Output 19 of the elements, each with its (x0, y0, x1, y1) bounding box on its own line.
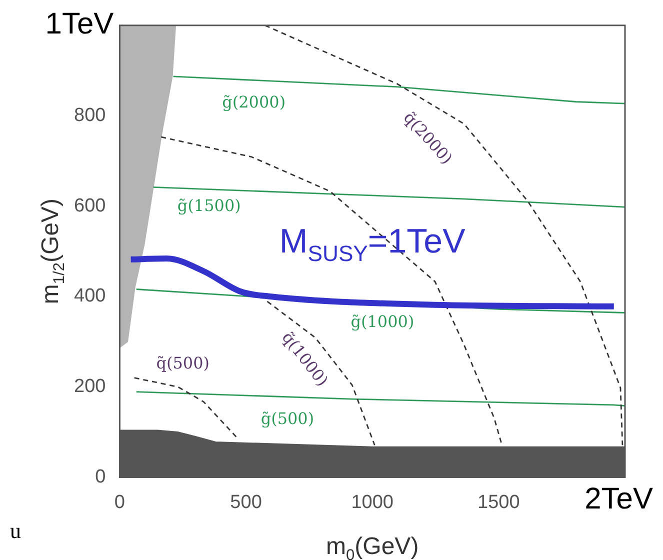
x-tick-label: 1000 (351, 492, 394, 513)
y-tick-label: 600 (74, 195, 106, 216)
x-tick-label: 1500 (478, 492, 520, 513)
y-tick-label: 800 (74, 104, 106, 126)
x-tick-label: 0 (114, 492, 125, 513)
line-series (134, 377, 238, 439)
y-tick-label: 0 (95, 466, 106, 488)
annotation: g̃(1000) (350, 312, 414, 331)
y-tick-label: 400 (74, 286, 106, 307)
y-axis-title: m1/2(GeV) (37, 198, 68, 304)
y-tick-label: 200 (74, 376, 106, 398)
annotation: g̃(2000) (222, 92, 286, 112)
text: 1TeV (45, 8, 114, 41)
annotation: g̃(1500) (177, 196, 241, 216)
x-tick-label: 500 (230, 492, 262, 513)
annotation: q̃(500) (156, 353, 210, 372)
text: u (10, 518, 21, 543)
text: 2TeV (584, 482, 654, 516)
annotation: g̃(500) (260, 408, 314, 428)
